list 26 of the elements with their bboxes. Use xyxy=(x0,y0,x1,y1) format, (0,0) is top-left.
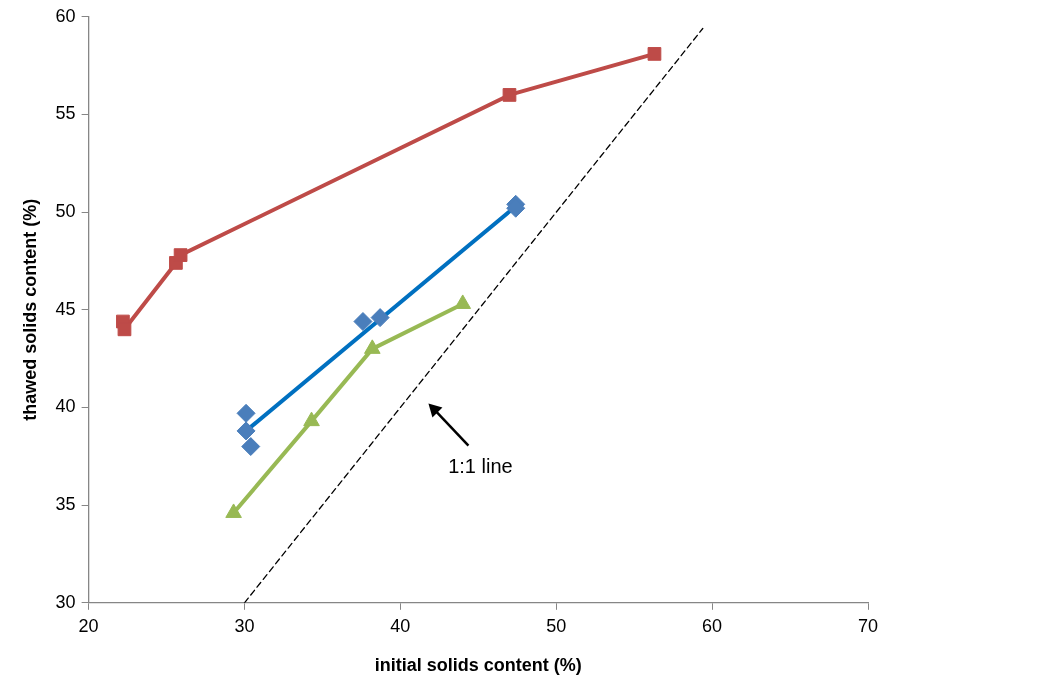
y-tick-label: 60 xyxy=(55,5,76,26)
y-tick-label: 35 xyxy=(55,494,76,515)
y-axis-title: thawed solids content (%) xyxy=(19,198,40,421)
x-tick-label: 60 xyxy=(702,615,723,636)
x-tick-label: 30 xyxy=(234,615,255,636)
point xyxy=(117,322,132,337)
x-tick-label: 70 xyxy=(857,615,879,636)
point xyxy=(241,437,261,457)
point xyxy=(236,421,256,441)
point xyxy=(353,312,373,332)
point xyxy=(502,88,517,102)
y-tick-label: 45 xyxy=(55,298,76,319)
x-tick-label: 50 xyxy=(546,615,567,636)
x-axis-title: initial solids content (%) xyxy=(374,655,582,676)
y-tick-label: 40 xyxy=(55,396,76,417)
point xyxy=(303,411,320,427)
y-tick-label: 30 xyxy=(55,591,76,612)
x-tick-label: 20 xyxy=(78,615,99,636)
point xyxy=(647,47,662,61)
y-tick-label: 50 xyxy=(55,201,76,222)
point xyxy=(173,248,188,262)
point xyxy=(370,308,390,328)
y-tick-label: 55 xyxy=(55,103,76,124)
annotation: 1:1 line xyxy=(448,455,513,478)
x-tick-label: 40 xyxy=(390,615,411,636)
point xyxy=(236,403,256,423)
